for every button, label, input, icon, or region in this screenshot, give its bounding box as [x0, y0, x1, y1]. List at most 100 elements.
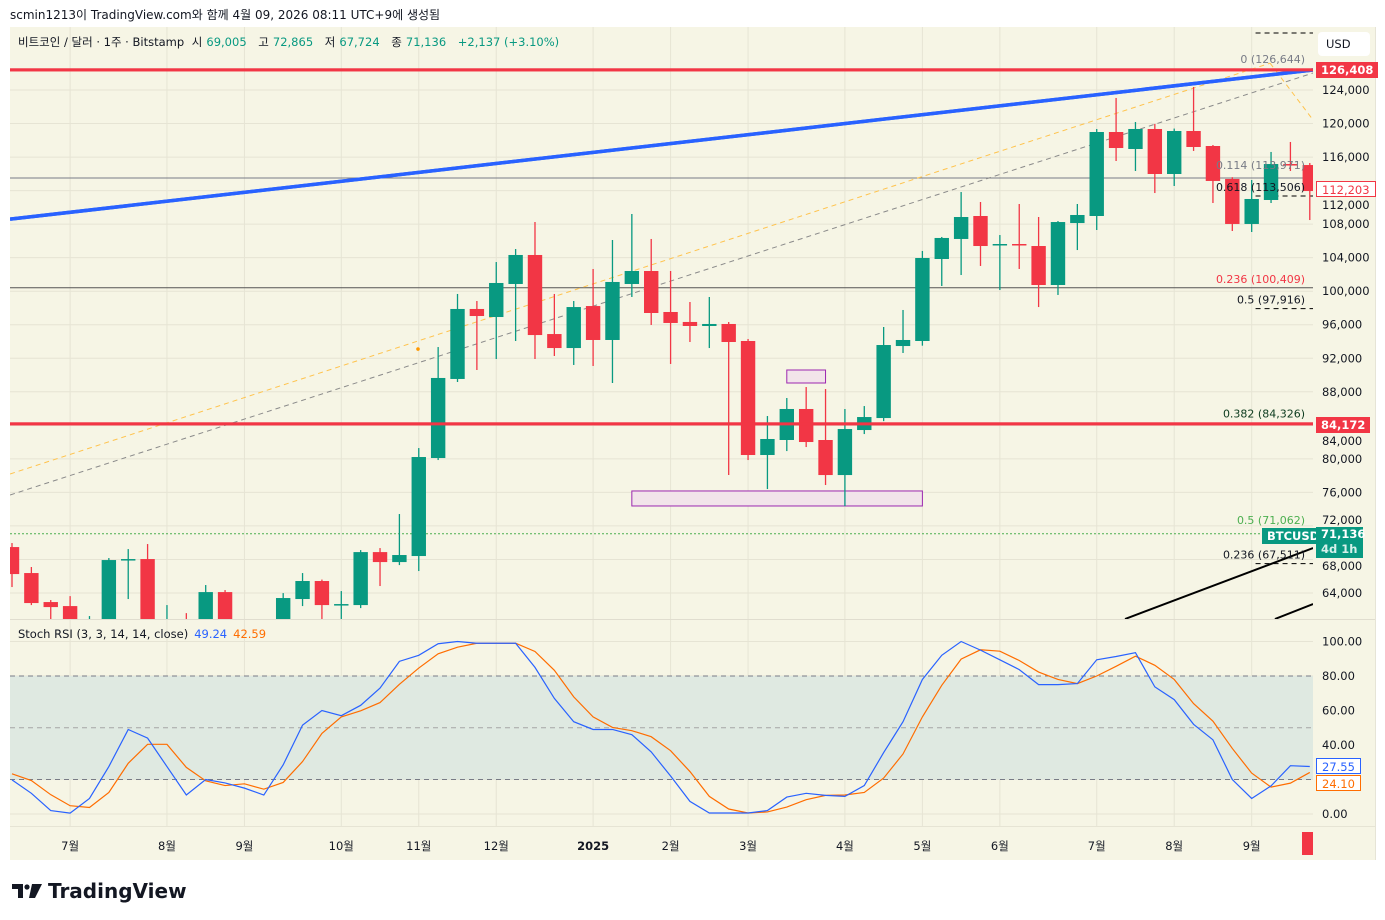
candle-body [353, 552, 368, 606]
candle [314, 579, 330, 619]
candle [1031, 217, 1046, 308]
candle [1050, 221, 1066, 295]
candle-body [198, 592, 213, 619]
price-axis-label: 72,000 [1322, 513, 1362, 527]
time-marker[interactable] [1302, 832, 1313, 855]
candle [1263, 151, 1279, 204]
open-label: 시 [191, 35, 203, 49]
trendline[interactable] [1124, 547, 1313, 619]
time-axis-label: 9월 [235, 839, 253, 853]
bar-countdown: 4d 1h [1321, 542, 1358, 556]
candle [392, 514, 407, 566]
candle [469, 301, 485, 371]
trendline[interactable] [10, 62, 1271, 475]
candle [702, 296, 717, 349]
candle-body [1147, 128, 1163, 175]
candle [1012, 204, 1027, 269]
candle-body [895, 339, 911, 347]
drawings-front[interactable] [10, 68, 1313, 426]
time-axis-label: 3월 [739, 839, 757, 853]
candle-body [1128, 128, 1143, 150]
candle [915, 250, 930, 346]
rsi-axis-label: 60.00 [1322, 704, 1355, 718]
marker-dot [416, 347, 420, 351]
candle [798, 387, 814, 448]
candle [1108, 97, 1124, 162]
candle-body [469, 308, 485, 317]
high-value: 72,865 [272, 35, 314, 49]
time-axis-label: 11월 [406, 839, 431, 853]
ohlc-high: 고 72,865 [258, 35, 317, 49]
candle-body [430, 377, 446, 459]
candle [760, 416, 775, 490]
candle [372, 548, 388, 587]
candle-body [1167, 130, 1182, 175]
rectangle-zone[interactable] [631, 490, 923, 507]
fib-label: 0.5 (71,062) [1237, 514, 1305, 527]
trendline[interactable] [1274, 603, 1313, 619]
candle-body [624, 270, 640, 284]
low-label: 저 [324, 35, 336, 49]
fib-label: 0 (126,644) [1240, 53, 1305, 66]
candle-body [527, 254, 543, 336]
candle [101, 558, 117, 619]
candle [1070, 204, 1085, 251]
candle [818, 389, 833, 486]
tradingview-logo[interactable]: TradingView [12, 879, 187, 903]
symbol-name: 비트코인 / 달러 · 1주 · Bitstamp [18, 35, 185, 49]
time-axis-label: 8월 [1165, 839, 1183, 853]
change-value: +2,137 (+3.10%) [457, 35, 560, 49]
currency-button[interactable]: USD [1318, 32, 1370, 56]
candle-body [876, 345, 891, 419]
stoch-k-value: 49.24 [194, 627, 228, 641]
candle [43, 600, 58, 619]
close-value: 71,136 [405, 35, 447, 49]
candle-body [1244, 198, 1259, 224]
rsi-axis-label: 40.00 [1322, 738, 1355, 752]
price-axis-label: 64,000 [1322, 586, 1362, 600]
chart-caption: scmin1213이 TradingView.com와 함께 4월 09, 20… [10, 8, 441, 22]
candle [663, 270, 678, 364]
candle [450, 293, 465, 382]
candle-body [663, 311, 678, 323]
candle [1147, 123, 1163, 194]
candle [489, 262, 504, 360]
candle [527, 222, 543, 360]
candle [740, 338, 756, 461]
rectangle-zone[interactable] [786, 369, 827, 384]
candle-body [101, 560, 117, 619]
candle-body [992, 244, 1008, 246]
candle-body [740, 340, 756, 456]
candle [547, 293, 562, 357]
candle [934, 236, 949, 287]
candle [895, 309, 911, 353]
candle [1186, 86, 1201, 151]
axes[interactable]: 124,000 120,000 116,000 112,000 108,000 104,0… [10, 27, 1375, 860]
candle-body [24, 573, 39, 604]
price-axis-label: 116,000 [1322, 150, 1370, 164]
candle [166, 605, 168, 619]
candle-body [10, 547, 20, 575]
candle-body [760, 438, 775, 456]
candle-body [953, 217, 969, 239]
ohlc-open: 시 69,005 [192, 35, 251, 49]
time-axis-label: 12월 [484, 839, 509, 853]
candle [1283, 141, 1298, 171]
price-axis-label: 96,000 [1322, 318, 1362, 332]
candle-body [1031, 246, 1046, 285]
candle-body [585, 306, 601, 340]
time-axis-label: 2025 [577, 839, 609, 853]
stoch-d-value: 42.59 [233, 627, 267, 641]
price-tag-84172: 84,172 [1316, 417, 1371, 433]
candle-body [547, 334, 562, 349]
fib-label: 0.5 (97,916) [1237, 294, 1305, 307]
drawings[interactable] [10, 32, 1314, 619]
candle [953, 192, 969, 276]
candle [121, 549, 136, 600]
price-axis[interactable] [1313, 27, 1375, 860]
fib-label: 0.618 (113,506) [1216, 181, 1305, 194]
blue-trendline[interactable] [10, 68, 1313, 221]
stoch-rsi-legend: Stoch RSI (3, 3, 14, 14, close) 49.24 42.5… [18, 627, 266, 641]
symbol-legend: 비트코인 / 달러 · 1주 · Bitstamp 시 69,005 고 72,86… [18, 34, 563, 50]
